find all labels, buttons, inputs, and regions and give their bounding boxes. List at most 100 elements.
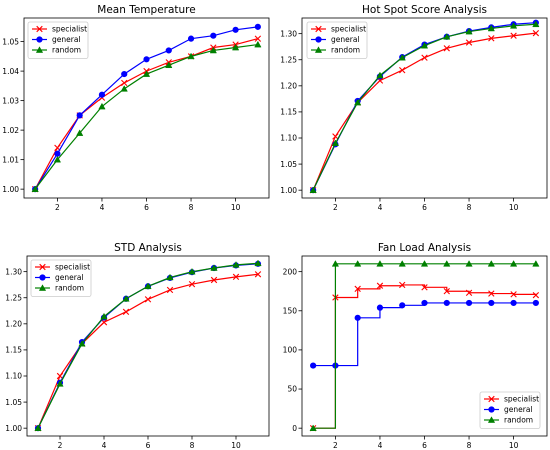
x-tick-label: 8: [190, 441, 195, 450]
data-point-marker: [34, 424, 42, 431]
data-point-marker: [443, 33, 451, 40]
data-point-marker: [421, 284, 428, 291]
data-point-marker: [232, 273, 240, 281]
data-point-marker: [98, 91, 106, 98]
data-point-marker: [421, 54, 428, 61]
data-point-marker: [443, 260, 451, 267]
data-point-marker: [188, 267, 196, 275]
data-point-marker: [144, 296, 152, 303]
plot-frame: [301, 17, 548, 199]
legend-swatch-marker: [488, 406, 495, 413]
chart-2: Hot Spot Score Analysis 2 4 6 8 10 1.00 1.05 1.1…: [280, 4, 548, 212]
data-point-marker: [165, 61, 173, 69]
legend-swatch-marker: [39, 263, 46, 271]
legend-label: random: [331, 46, 360, 55]
data-point-marker: [231, 43, 240, 51]
data-point-marker: [443, 288, 450, 295]
y-tick-label: 1.01: [2, 155, 19, 164]
y-tick-label: 1.05: [5, 398, 22, 407]
data-point-marker: [532, 291, 540, 299]
data-point-marker: [232, 261, 240, 268]
chart-title: STD Analysis: [114, 242, 182, 254]
series-line: [37, 273, 259, 429]
data-point-marker: [354, 285, 361, 293]
y-tick-label: 1.04: [2, 67, 19, 76]
legend-swatch-marker: [314, 46, 323, 53]
data-point-marker: [121, 70, 128, 78]
data-point-marker: [254, 271, 262, 278]
x-tick-label: 8: [189, 203, 194, 212]
y-tick-label: 50: [287, 385, 297, 394]
data-point-marker: [510, 291, 517, 298]
series-specialist: [309, 281, 540, 432]
x-tick-label: 4: [378, 203, 383, 212]
plot-frame: [23, 17, 270, 199]
data-point-marker: [398, 53, 406, 61]
data-point-marker: [532, 260, 540, 267]
data-point-marker: [532, 29, 540, 37]
data-point-marker: [398, 260, 406, 267]
data-point-marker: [76, 112, 83, 119]
x-tick-label: 2: [55, 203, 60, 212]
x-tick-label: 6: [144, 203, 149, 212]
data-point-marker: [465, 299, 473, 307]
data-point-marker: [309, 186, 317, 193]
data-point-marker: [254, 23, 261, 30]
legend-label: random: [504, 416, 533, 425]
legend-label: general: [52, 35, 81, 44]
data-point-marker: [144, 282, 152, 290]
x-tick-label: 10: [509, 441, 519, 450]
legend-swatch-marker: [315, 25, 322, 33]
y-tick-label: 100: [283, 346, 298, 355]
data-point-marker: [465, 27, 473, 35]
data-point-marker: [487, 260, 495, 267]
data-point-marker: [31, 185, 39, 192]
y-tick-label: 1.15: [5, 346, 22, 355]
y-tick-label: 1.05: [2, 37, 19, 46]
x-tick-label: 4: [100, 203, 105, 212]
y-tick-label: 1.02: [2, 126, 19, 135]
data-point-marker: [309, 424, 317, 431]
legend-swatch-marker: [39, 274, 46, 281]
data-point-marker: [122, 295, 130, 302]
data-point-marker: [487, 24, 495, 32]
series-general: [310, 299, 539, 369]
series-random: [34, 259, 262, 431]
data-point-marker: [78, 339, 86, 347]
x-tick-label: 10: [509, 203, 519, 212]
plot-frame: [26, 255, 270, 437]
data-point-marker: [509, 22, 518, 29]
legend-swatch-marker: [315, 36, 322, 43]
data-point-marker: [399, 66, 406, 74]
y-tick-label: 1.10: [280, 134, 297, 143]
data-point-marker: [188, 280, 196, 288]
data-point-marker: [165, 47, 172, 54]
chart-title: Mean Temperature: [97, 4, 195, 16]
data-point-marker: [331, 260, 340, 267]
legend-label: general: [504, 405, 533, 414]
data-point-marker: [488, 35, 495, 42]
data-point-marker: [420, 260, 429, 267]
data-point-marker: [465, 260, 473, 267]
data-point-marker: [209, 46, 217, 54]
data-point-marker: [509, 260, 518, 267]
data-point-marker: [166, 286, 174, 294]
y-tick-label: 1.10: [5, 372, 22, 381]
data-point-marker: [120, 85, 128, 92]
data-point-marker: [465, 39, 473, 46]
data-point-marker: [421, 299, 428, 307]
x-tick-label: 10: [231, 441, 241, 450]
data-point-marker: [420, 41, 429, 49]
data-point-marker: [488, 299, 495, 307]
data-point-marker: [443, 299, 450, 307]
data-point-marker: [465, 289, 473, 296]
series-line: [313, 263, 536, 429]
chart-title: Hot Spot Score Analysis: [362, 4, 487, 16]
data-point-marker: [100, 312, 108, 320]
x-tick-label: 2: [333, 203, 338, 212]
